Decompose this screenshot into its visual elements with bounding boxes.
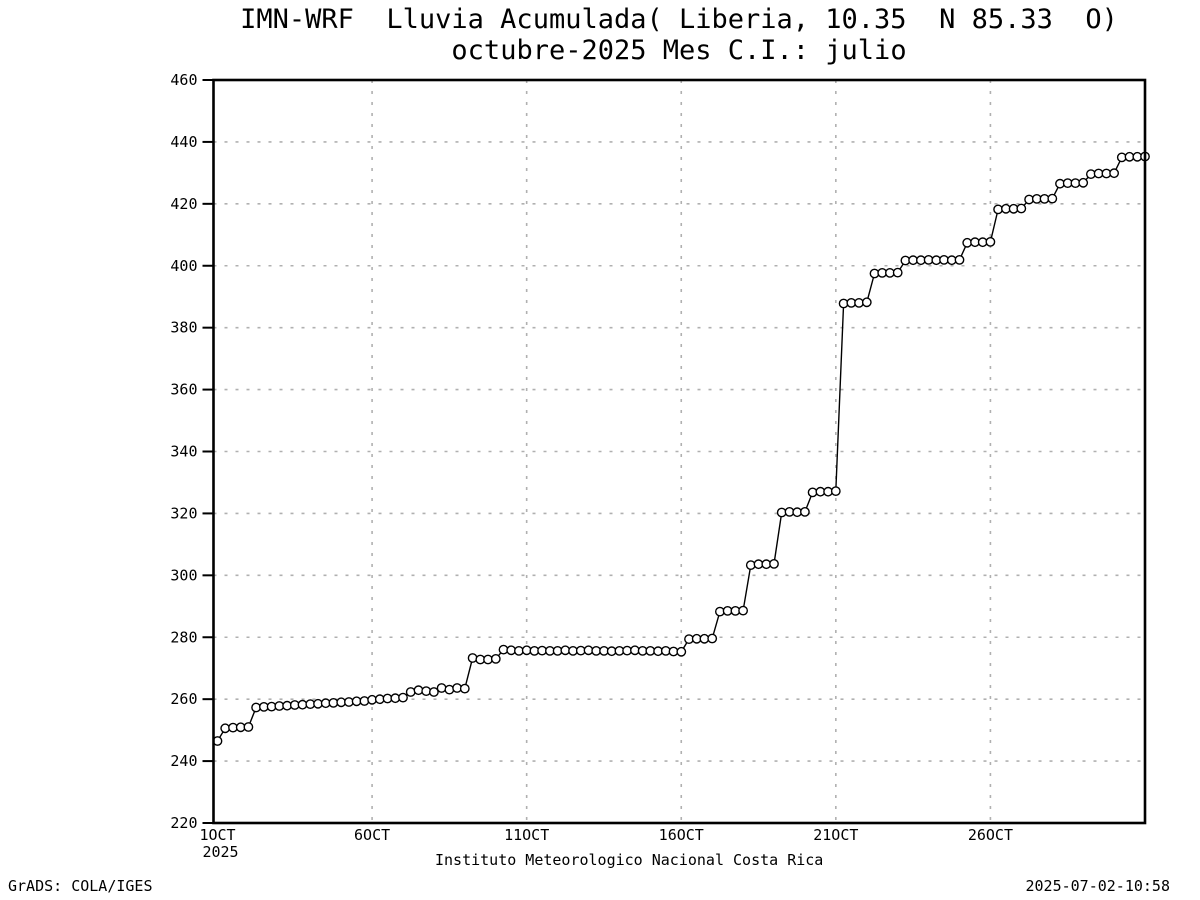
data-point [1047, 193, 1058, 204]
creation-timestamp: 2025-07-02-10:58 [1025, 877, 1171, 895]
data-point [490, 654, 501, 664]
data-point [243, 722, 254, 732]
grid-lines [213, 80, 1145, 823]
plot-frame [212, 78, 1147, 825]
chart-title-block: IMN-WRF Lluvia Acumulada( Liberia, 10.35… [204, 4, 1154, 66]
y-tick-label: 460 [170, 71, 197, 89]
institute-caption: Instituto Meteorologico Nacional Costa R… [435, 851, 824, 869]
x-tick-sublabel: 2025 [202, 843, 238, 861]
data-point [459, 683, 470, 694]
y-tick-label: 220 [170, 814, 197, 832]
y-tick-label: 240 [170, 752, 197, 770]
data-point [769, 559, 779, 569]
data-point [1109, 168, 1120, 179]
data-point [738, 605, 748, 616]
y-tick-label: 340 [170, 443, 197, 461]
data-point [359, 696, 370, 706]
x-tick-label: 26OCT [968, 826, 1013, 844]
data-point [676, 646, 687, 657]
data-series [212, 151, 1150, 746]
data-point [444, 684, 455, 695]
y-tick-label: 260 [170, 690, 197, 708]
grads-credit: GrADS: COLA/IGES [8, 877, 153, 895]
x-tick-label: 6OCT [354, 826, 390, 844]
data-point [707, 633, 718, 644]
y-tick-label: 440 [170, 133, 197, 151]
x-tick-label: 11OCT [504, 826, 549, 844]
x-tick-label: 1OCT [199, 826, 235, 844]
y-tick-label: 320 [170, 504, 197, 522]
x-tick-label: 21OCT [813, 826, 858, 844]
data-point [861, 297, 872, 308]
y-tick-label: 420 [170, 195, 197, 213]
data-point [428, 687, 439, 697]
data-point [830, 486, 841, 496]
y-tick-label: 400 [170, 257, 197, 275]
data-point [220, 723, 231, 734]
y-tick-label: 300 [170, 566, 197, 584]
chart-subtitle: octubre-2025 Mes C.I.: julio [451, 35, 907, 67]
data-point [807, 487, 818, 498]
y-tick-label: 380 [170, 319, 197, 337]
data-point [467, 653, 478, 663]
data-point [892, 267, 903, 278]
y-tick-label: 360 [170, 381, 197, 399]
data-point [985, 236, 996, 247]
data-point [436, 683, 447, 693]
y-tick-label: 280 [170, 628, 197, 646]
data-point [1078, 177, 1089, 188]
data-point [405, 687, 416, 697]
data-point [954, 254, 965, 265]
chart-title: IMN-WRF Lluvia Acumulada( Liberia, 10.35… [240, 4, 1118, 35]
data-point [1016, 203, 1027, 214]
data-point [398, 692, 408, 703]
data-point [800, 506, 810, 517]
x-tick-label: 16OCT [659, 826, 704, 844]
axes: 220 240 260 280 300 320 340 360 380 400 420 440 460 1… [170, 71, 1147, 861]
